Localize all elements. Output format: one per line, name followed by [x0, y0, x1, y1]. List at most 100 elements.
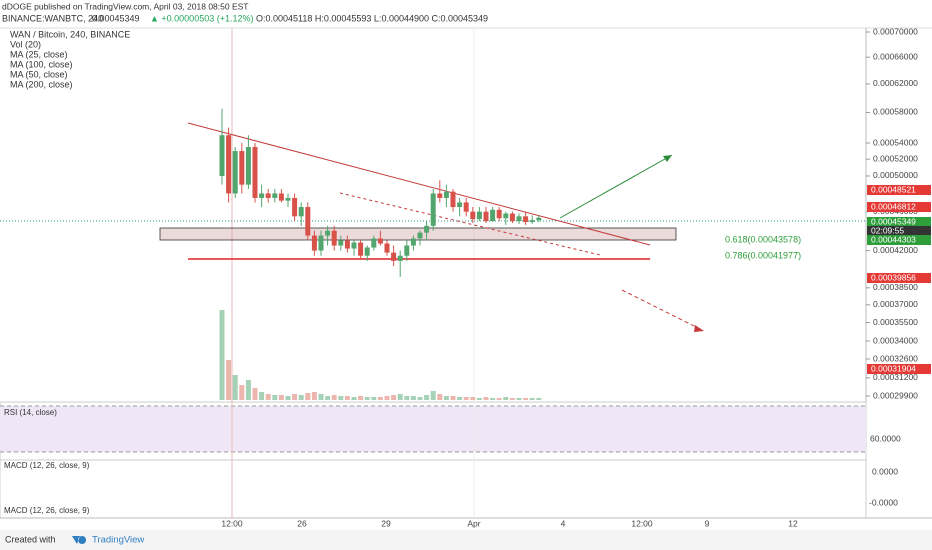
bull-arrow — [559, 154, 673, 219]
candle-body — [391, 252, 397, 261]
candle-body — [443, 191, 449, 198]
volume-bar — [232, 375, 238, 400]
legend-item: MA (50, close) — [10, 69, 68, 79]
candle-body — [470, 211, 476, 220]
candle-body — [483, 211, 489, 222]
time-tick: 12:00 — [631, 518, 653, 528]
candle-body — [516, 216, 522, 222]
volume-bar — [529, 398, 535, 400]
volume-bar — [259, 392, 265, 400]
volume-bar — [338, 396, 344, 400]
fib-label: 0.786(0.00041977) — [725, 250, 801, 260]
volume-bar — [463, 397, 469, 400]
price-tick: 0.00029900 — [873, 390, 918, 400]
legend-item: MA (25, close) — [10, 49, 68, 59]
change: ▲ +0.00000503 (+1.12%) — [150, 13, 253, 23]
time-tick: 29 — [381, 518, 391, 528]
candle-body — [457, 202, 463, 208]
volume-bar — [318, 394, 324, 400]
candle-body — [331, 230, 337, 246]
price-badge — [867, 202, 931, 212]
volume-bar — [358, 396, 364, 400]
volume-bar — [226, 360, 232, 400]
candle-body — [509, 213, 515, 222]
candle-body — [285, 197, 291, 201]
volume-bar — [397, 394, 403, 400]
time-tick: 9 — [705, 518, 710, 528]
price-tick: 0.00052000 — [873, 153, 918, 163]
price-badge-label: 02:09:55 — [871, 225, 904, 235]
volume-bar — [496, 398, 502, 400]
symbol: BINANCE:WANBTC, 240 — [2, 13, 103, 23]
ohlc: O:0.00045118 H:0.00045593 L:0.00044900 C… — [256, 13, 488, 23]
time-tick: 12:00 — [221, 518, 243, 528]
candle-body — [397, 255, 403, 261]
candle-body — [384, 243, 390, 253]
price-tick: 0.00031200 — [873, 372, 918, 382]
candle-body — [430, 193, 436, 226]
volume-bar — [470, 397, 476, 400]
price-tick: 0.00066000 — [873, 51, 918, 61]
candle-body — [410, 238, 416, 246]
volume-bar — [331, 395, 337, 400]
volume-bar — [391, 395, 397, 400]
volume-bar — [265, 394, 271, 400]
arrow-head — [663, 155, 672, 162]
price-badge — [867, 185, 931, 195]
volume-bar — [536, 398, 542, 400]
candle-body — [245, 147, 251, 185]
candle-body — [404, 245, 410, 256]
macd-pane — [0, 459, 867, 519]
price-badge-label: 0.00031904 — [871, 363, 916, 373]
volume-bar — [509, 398, 515, 400]
rsi-label: RSI (14, close) — [4, 408, 57, 417]
price-badge-label: 0.00039856 — [871, 272, 916, 282]
candle-body — [292, 197, 298, 217]
volume-bar — [325, 396, 331, 400]
volume-bar — [410, 396, 416, 400]
volume-bar — [437, 394, 443, 400]
trend-line — [187, 122, 651, 246]
candle-body — [523, 216, 529, 223]
rsi-band — [0, 406, 866, 452]
candle-body — [371, 238, 377, 248]
price-tick: 0.00054000 — [873, 137, 918, 147]
price-badge — [867, 364, 931, 374]
fib-label: 0.618(0.00043578) — [725, 234, 801, 244]
candle-body — [496, 209, 502, 219]
legend-item: Vol (20) — [10, 39, 41, 49]
trend-line — [339, 192, 601, 256]
time-tick: 4 — [561, 518, 566, 528]
volume-bar — [450, 396, 456, 400]
legend-item: WAN / Bitcoin, 240, BINANCE — [10, 29, 130, 39]
candle-body — [232, 151, 238, 194]
volume-bar — [344, 396, 350, 400]
price-tick: 0.00032600 — [873, 353, 918, 363]
candle-body — [318, 235, 324, 251]
legend-item: MA (100, close) — [10, 59, 73, 69]
macd-label: MACD (12, 26, close, 9) — [4, 461, 90, 470]
price-badge — [867, 273, 931, 283]
candle-body — [305, 207, 311, 236]
volume-bar — [430, 391, 436, 400]
volume-bar — [371, 397, 377, 400]
candle-body — [450, 191, 456, 208]
volume-bar — [285, 396, 291, 400]
candle-body — [344, 240, 350, 249]
volume-bar — [483, 397, 489, 400]
candle-body — [239, 151, 245, 185]
candle-body — [490, 209, 496, 222]
footer-text: Created with — [5, 534, 56, 544]
volume-bar — [272, 395, 278, 400]
price-badge-label: 0.00045349 — [871, 216, 916, 226]
volume-bar — [239, 385, 245, 400]
price-tick: 0.00042000 — [873, 245, 918, 255]
price-tick: 0.00070000 — [873, 26, 918, 36]
candle-body — [311, 235, 317, 251]
candle-body — [463, 202, 469, 212]
volume-bar — [219, 310, 225, 400]
volume-bar — [351, 397, 357, 400]
price-badge-label: 0.00044303 — [871, 234, 916, 244]
time-tick: 12 — [788, 518, 798, 528]
